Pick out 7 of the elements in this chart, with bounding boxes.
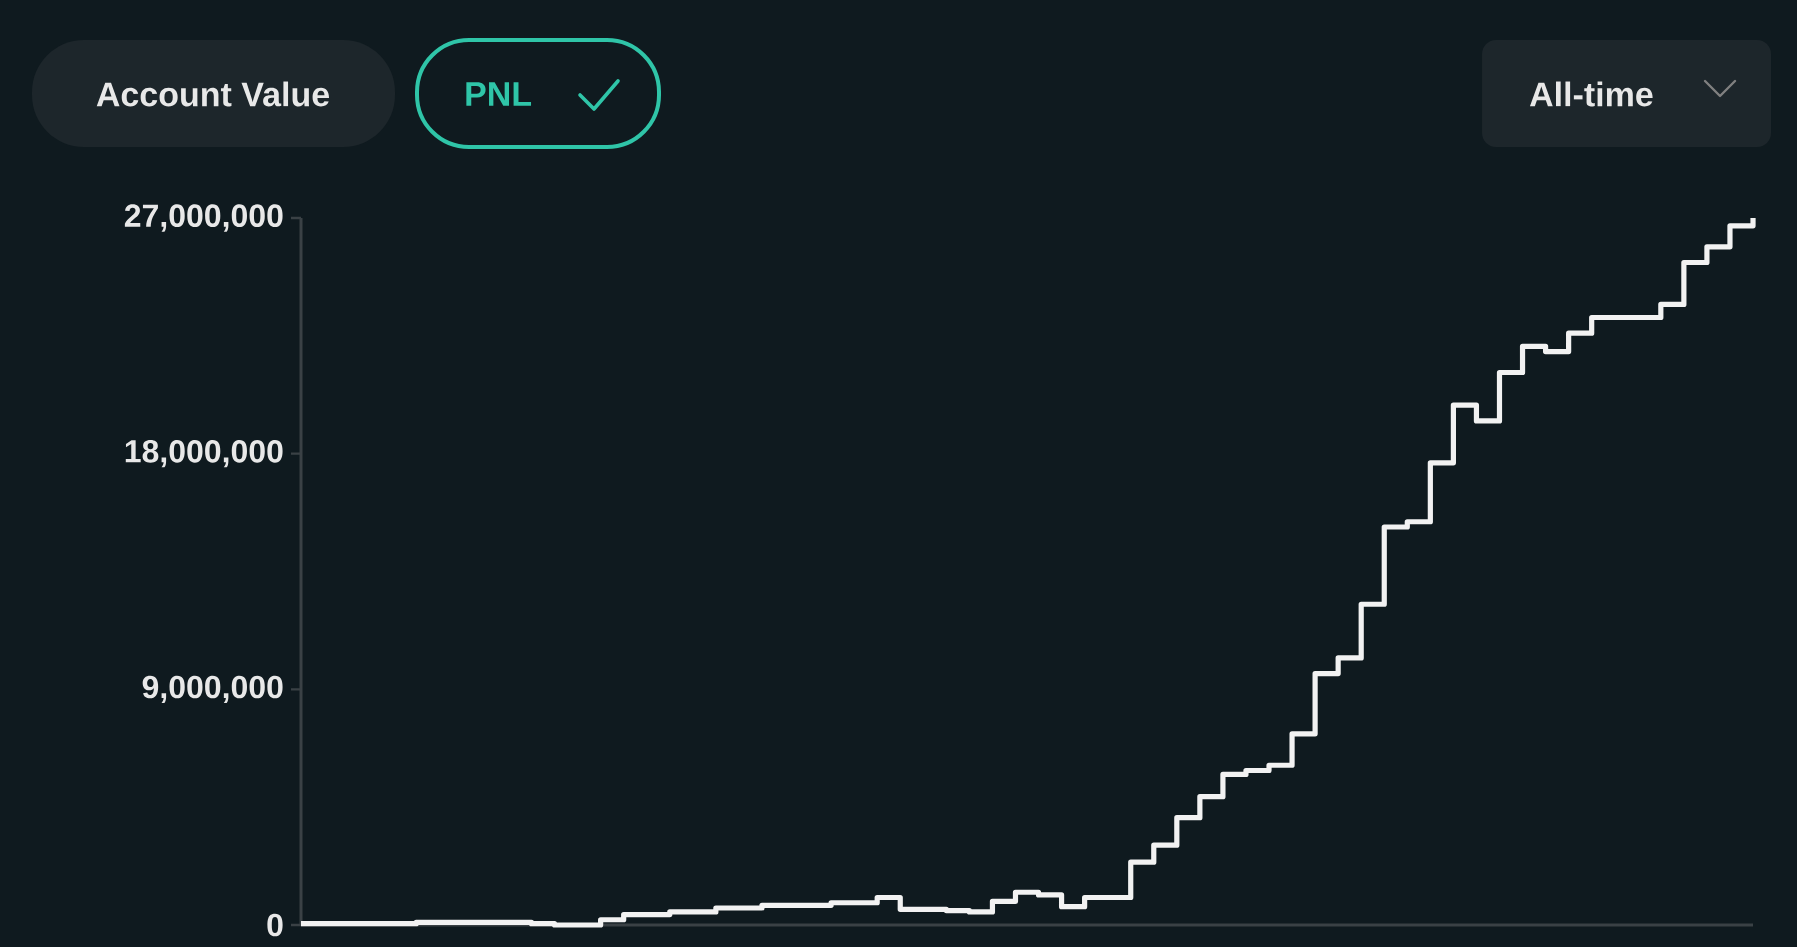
y-tick-label: 18,000,000 bbox=[125, 440, 283, 468]
y-tick-label: 0 bbox=[267, 913, 283, 937]
text: PNL bbox=[466, 82, 532, 106]
y-tick-label: 9,000,000 bbox=[142, 675, 283, 703]
text: All-time bbox=[1529, 81, 1653, 107]
text: Account Value bbox=[96, 81, 330, 107]
y-tick-label: 27,000,000 bbox=[124, 204, 283, 232]
